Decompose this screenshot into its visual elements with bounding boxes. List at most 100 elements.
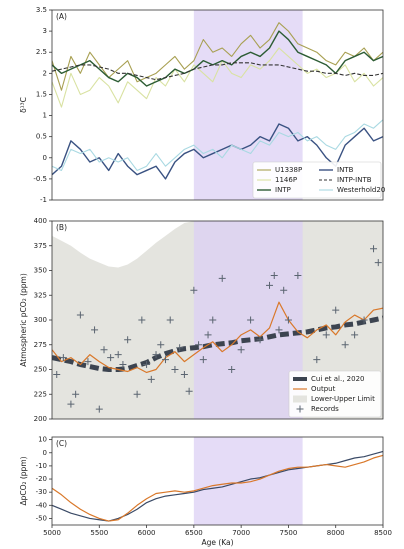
y-tick-label: 1 — [43, 112, 47, 120]
y-tick-label: 2 — [43, 69, 47, 77]
legend-label: INTP — [275, 186, 291, 194]
record-marker — [176, 344, 184, 352]
legend-label: Output — [311, 385, 336, 393]
y-axis-label: ΔpCO₂ (ppm) — [19, 456, 28, 505]
record-marker — [275, 326, 283, 334]
record-marker — [76, 311, 84, 319]
record-marker — [119, 361, 127, 369]
y-tick-label: 3.5 — [36, 6, 47, 14]
y-tick-label: 275 — [34, 341, 47, 349]
series-line — [52, 30, 383, 87]
y-tick-label: -30 — [36, 488, 47, 496]
record-marker — [195, 341, 203, 349]
y-tick-label: 400 — [34, 217, 47, 225]
y-tick-label: -40 — [36, 501, 47, 509]
record-marker — [171, 366, 179, 373]
series-line — [52, 119, 383, 171]
panel-label: (A) — [56, 12, 67, 21]
y-tick-label: 3 — [43, 27, 47, 35]
record-marker — [204, 331, 212, 339]
x-tick-label: 8500 — [374, 529, 392, 537]
y-tick-label: -50 — [36, 514, 47, 522]
y-tick-label: 10 — [38, 436, 47, 444]
series-line — [52, 301, 383, 374]
panel-label: (C) — [56, 439, 67, 448]
record-marker — [107, 354, 115, 362]
legend-box — [252, 161, 382, 199]
record-marker — [147, 375, 155, 383]
record-marker — [67, 400, 75, 408]
x-tick-label: 5500 — [90, 529, 108, 537]
record-marker — [124, 336, 132, 344]
record-marker — [294, 271, 302, 279]
record-marker — [313, 356, 321, 364]
panel: -50 -40 -30 -20 -10 0 10 5000 5500 6000 6500 7000 75… — [19, 436, 392, 547]
panel: 200 225 250 275 300 325 350 375 400 Atmospheric p… — [19, 217, 384, 423]
record-marker — [185, 387, 193, 395]
legend-label: INTP-INTB — [337, 176, 372, 184]
y-tick-label: 0.5 — [36, 133, 47, 141]
record-marker — [138, 316, 146, 324]
y-tick-label: -0.5 — [33, 175, 47, 183]
record-marker — [209, 316, 217, 324]
record-marker — [351, 331, 359, 339]
y-axis-label: δ¹³C — [19, 97, 28, 113]
legend-label: Cui et al., 2020 — [311, 375, 365, 383]
x-tick-label: 5000 — [43, 529, 61, 537]
record-marker — [284, 316, 292, 324]
panel-label: (B) — [56, 223, 67, 232]
series-line — [52, 47, 383, 108]
record-marker — [322, 331, 330, 339]
record-marker — [247, 316, 255, 324]
record-marker — [100, 346, 108, 354]
y-tick-label: 325 — [34, 291, 47, 299]
legend-label: Westerhold20 — [337, 186, 385, 194]
y-tick-label: 300 — [34, 316, 47, 324]
record-marker — [341, 341, 349, 349]
record-marker — [161, 356, 169, 364]
record-marker — [332, 306, 340, 314]
plot-frame — [51, 436, 384, 526]
plot-frame — [51, 9, 384, 201]
record-marker — [256, 336, 264, 344]
record-marker — [114, 351, 122, 359]
highlight-span — [193, 437, 303, 525]
record-marker — [95, 405, 103, 413]
y-axis-label: Atmospheric pCO₂ (ppm) — [19, 273, 28, 367]
record-marker — [199, 356, 207, 364]
record-marker — [133, 390, 141, 398]
plot-area — [52, 10, 383, 200]
y-tick-label: -20 — [36, 475, 47, 483]
record-marker — [280, 286, 288, 294]
record-marker — [91, 326, 99, 334]
legend-label: Lower-Upper Limit — [311, 395, 375, 403]
legend-label: Records — [311, 405, 339, 413]
legend-swatch — [293, 395, 307, 403]
plot-area — [52, 221, 383, 419]
y-tick-label: 225 — [34, 390, 47, 398]
record-marker — [84, 358, 92, 366]
legend-swatch — [296, 405, 304, 413]
series-line — [52, 62, 383, 81]
panel: -1 -0.5 0 0.5 1 1.5 2 2.5 3 3.5 δ¹³C (A) U1338P 1146P… — [19, 6, 385, 204]
x-tick-label: 6500 — [185, 529, 203, 537]
legend-label: U1338P — [275, 166, 302, 174]
record-marker — [157, 341, 165, 349]
x-tick-label: 7500 — [280, 529, 298, 537]
record-marker — [370, 245, 378, 253]
record-marker — [152, 351, 160, 359]
series-line — [52, 315, 383, 372]
legend-box — [288, 370, 382, 418]
record-marker — [266, 281, 274, 289]
legend-label: 1146P — [275, 176, 297, 184]
record-marker — [180, 370, 188, 378]
record-marker — [166, 316, 174, 324]
y-tick-label: 0 — [43, 154, 47, 162]
x-axis-label: Age (Ka) — [201, 538, 233, 547]
record-marker — [237, 346, 245, 354]
record-marker — [374, 259, 382, 267]
y-tick-label: -1 — [40, 196, 47, 204]
record-marker — [218, 274, 226, 282]
record-marker — [53, 370, 61, 378]
